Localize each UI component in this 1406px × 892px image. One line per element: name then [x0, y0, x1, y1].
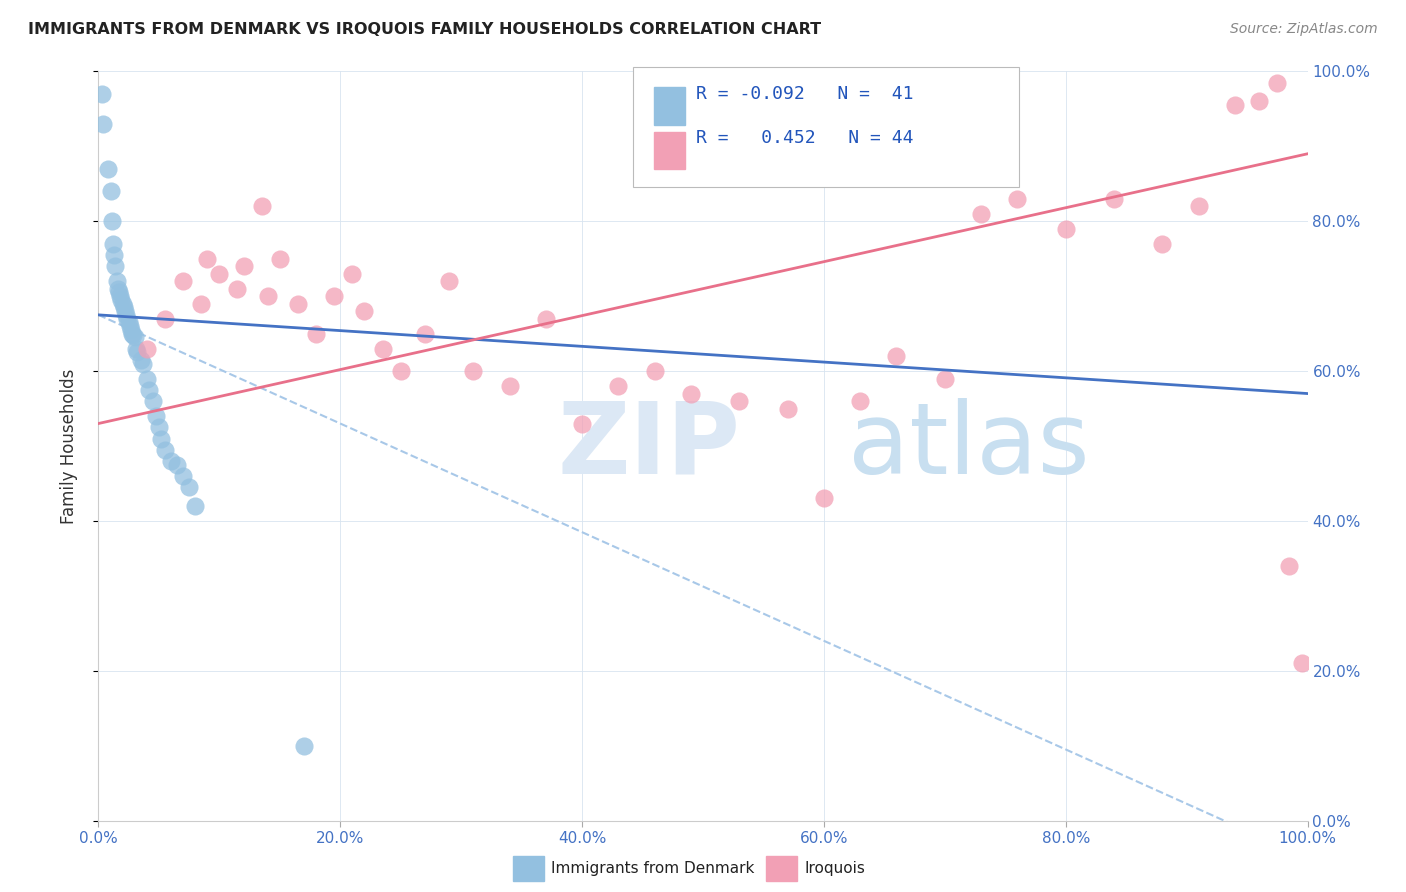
Point	[135, 342, 157, 356]
Point	[886, 349, 908, 363]
Point	[389, 364, 412, 378]
Text: Iroquois: Iroquois	[804, 862, 865, 876]
Point	[195, 252, 218, 266]
Point	[115, 308, 138, 322]
Point	[250, 199, 273, 213]
Point	[371, 342, 394, 356]
Point	[1152, 236, 1174, 251]
Point	[160, 454, 183, 468]
Point	[166, 458, 188, 472]
Point	[114, 304, 136, 318]
Point	[934, 371, 956, 385]
Point	[122, 328, 145, 343]
Text: atlas: atlas	[848, 398, 1090, 494]
Point	[100, 184, 122, 198]
Text: IMMIGRANTS FROM DENMARK VS IROQUOIS FAMILY HOUSEHOLDS CORRELATION CHART: IMMIGRANTS FROM DENMARK VS IROQUOIS FAMI…	[28, 22, 821, 37]
Point	[120, 323, 142, 337]
Y-axis label: Family Households: Family Households	[59, 368, 77, 524]
Point	[534, 311, 557, 326]
Point	[1007, 192, 1029, 206]
Text: R = -0.092   N =  41: R = -0.092 N = 41	[696, 85, 914, 103]
Point	[498, 379, 520, 393]
Point	[172, 274, 194, 288]
Point	[112, 301, 135, 315]
Point	[776, 401, 799, 416]
Point	[145, 409, 167, 423]
Point	[232, 259, 254, 273]
Point	[150, 432, 173, 446]
Point	[125, 342, 148, 356]
Point	[103, 248, 125, 262]
Point	[728, 394, 751, 409]
Point	[292, 739, 315, 753]
Point	[342, 267, 364, 281]
Point	[849, 394, 872, 409]
Point	[190, 296, 212, 310]
Text: ZIP: ZIP	[558, 398, 741, 494]
Point	[208, 267, 231, 281]
Point	[148, 420, 170, 434]
Point	[117, 311, 139, 326]
Point	[1102, 192, 1125, 206]
Point	[121, 326, 143, 341]
Point	[97, 161, 120, 176]
Point	[323, 289, 346, 303]
Point	[679, 386, 702, 401]
Point	[287, 296, 309, 310]
Point	[970, 207, 993, 221]
Point	[153, 442, 176, 457]
Point	[105, 274, 128, 288]
Point	[305, 326, 328, 341]
Point	[142, 394, 165, 409]
Point	[413, 326, 436, 341]
Point	[153, 311, 176, 326]
Text: Immigrants from Denmark: Immigrants from Denmark	[551, 862, 755, 876]
Point	[118, 315, 141, 329]
Point	[1054, 221, 1077, 235]
Point	[129, 352, 152, 367]
Point	[463, 364, 485, 378]
Point	[1291, 657, 1313, 671]
Point	[1278, 558, 1301, 573]
Point	[108, 285, 131, 300]
Point	[91, 87, 114, 101]
Point	[118, 319, 141, 334]
Point	[108, 289, 131, 303]
Point	[138, 383, 160, 397]
Point	[124, 330, 146, 344]
Point	[172, 469, 194, 483]
Point	[607, 379, 630, 393]
Point	[100, 214, 122, 228]
Point	[226, 282, 249, 296]
Point	[353, 304, 375, 318]
Point	[91, 117, 114, 131]
Point	[1249, 95, 1271, 109]
Point	[107, 282, 129, 296]
Point	[269, 252, 291, 266]
Point	[110, 293, 132, 307]
Point	[179, 480, 201, 494]
Point	[127, 345, 149, 359]
Point	[184, 499, 207, 513]
Text: R =   0.452   N = 44: R = 0.452 N = 44	[696, 129, 914, 147]
Point	[101, 236, 124, 251]
Point	[1223, 98, 1246, 112]
Point	[1188, 199, 1211, 213]
Text: Source: ZipAtlas.com: Source: ZipAtlas.com	[1230, 22, 1378, 37]
Point	[644, 364, 666, 378]
Point	[571, 417, 593, 431]
Point	[111, 296, 134, 310]
Point	[104, 259, 127, 273]
Point	[813, 491, 835, 506]
Point	[437, 274, 460, 288]
Point	[132, 357, 155, 371]
Point	[256, 289, 278, 303]
Point	[135, 371, 157, 385]
Point	[1267, 76, 1289, 90]
